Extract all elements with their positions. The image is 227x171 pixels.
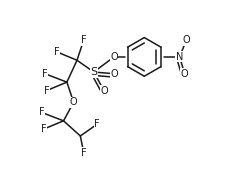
Text: F: F — [81, 148, 86, 158]
Text: F: F — [42, 69, 48, 79]
Text: S: S — [90, 67, 97, 77]
Text: O: O — [100, 86, 107, 96]
Text: O: O — [69, 97, 77, 107]
Text: O: O — [182, 35, 189, 45]
Text: F: F — [40, 124, 46, 134]
Text: F: F — [81, 35, 86, 45]
Text: F: F — [54, 47, 59, 57]
Text: O: O — [110, 52, 117, 62]
Text: F: F — [44, 86, 49, 96]
Text: F: F — [39, 107, 44, 117]
Text: O: O — [110, 69, 117, 79]
Text: F: F — [94, 119, 100, 129]
Text: O: O — [180, 69, 188, 79]
Text: N: N — [175, 52, 183, 62]
